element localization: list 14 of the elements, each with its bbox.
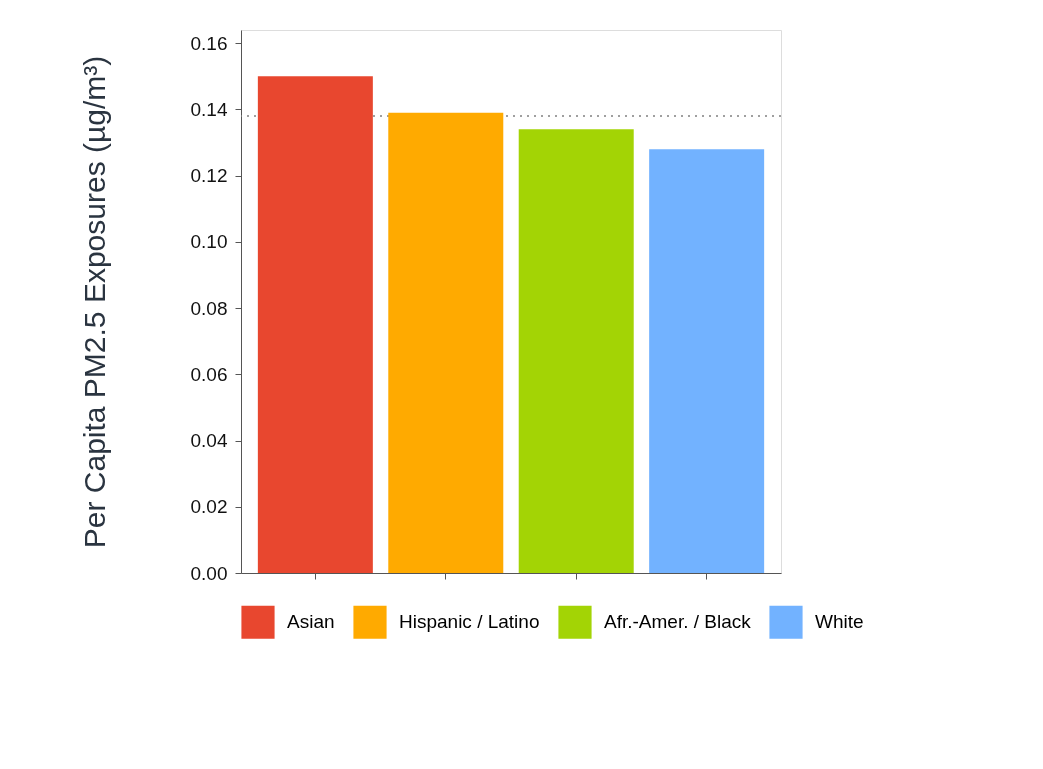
y-tick-label: 0.16: [190, 32, 228, 54]
legend-label: White: [815, 611, 864, 633]
legend-label: Hispanic / Latino: [399, 611, 540, 633]
legend-label: Afr.-Amer. / Black: [604, 611, 752, 633]
y-tick-label: 0.04: [190, 430, 228, 452]
legend-label: Asian: [287, 611, 335, 633]
y-tick-label: 0.14: [190, 98, 228, 120]
y-tick-label: 0.00: [190, 562, 228, 584]
y-tick-label: 0.02: [190, 496, 228, 518]
y-tick-label: 0.10: [190, 231, 228, 253]
y-tick-label: 0.12: [190, 165, 228, 187]
y-axis-title: Per Capita PM2.5 Exposures (µg/m³): [77, 55, 111, 549]
y-tick-label: 0.06: [190, 363, 228, 385]
y-tick-label: 0.08: [190, 297, 228, 319]
